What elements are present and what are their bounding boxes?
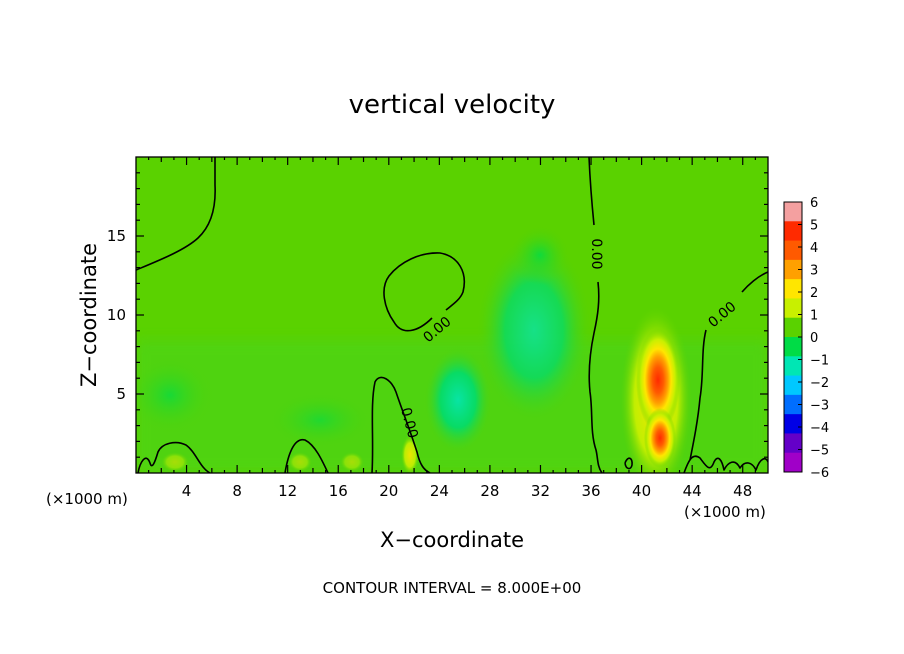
x-tick-label: 12 [278, 482, 297, 500]
contour-vertical-36 [588, 157, 603, 473]
x-tick-label: 48 [733, 482, 752, 500]
colorbar: 6 5 4 3 2 1 0 −1 −2 −3 −4 −5 −6 [783, 196, 829, 481]
downdraft-far-left [136, 355, 215, 435]
colorbar-swatch [784, 279, 802, 299]
x-tick-label: 28 [480, 482, 499, 500]
colorbar-label: 6 [810, 196, 818, 211]
colorbar-swatch [784, 240, 802, 261]
x-unit-right: (×1000 m) [684, 503, 766, 521]
colorbar-label: 3 [810, 264, 818, 279]
surface-spot-22 [401, 435, 419, 473]
colorbar-label: 0 [810, 331, 818, 346]
contour-surface-12 [284, 439, 329, 473]
contour-right [689, 271, 768, 461]
y-tick-label: 10 [107, 306, 126, 324]
x-tick-label: 36 [581, 482, 600, 500]
x-tick-label: 24 [430, 482, 449, 500]
colorbar-label: −6 [810, 466, 829, 481]
x-axis-label: X−coordinate [380, 528, 524, 552]
colorbar-swatch [784, 298, 802, 319]
surface-spot-3 [161, 452, 189, 472]
colorbar-label: −4 [810, 421, 829, 436]
y-tick-label: 5 [116, 385, 126, 403]
contour-closed-loop [383, 252, 465, 332]
x-axis-ticks: 4 8 12 16 20 24 28 32 36 40 44 48 [148, 157, 756, 500]
colorbar-swatch [784, 452, 802, 473]
contour-left-surface [137, 441, 211, 473]
colorbar-label: −3 [810, 399, 829, 414]
contour-interval-note: CONTOUR INTERVAL = 8.000E+00 [323, 579, 582, 597]
y-tick-label: 15 [107, 227, 126, 245]
downdraft-center [265, 390, 375, 450]
updraft-core [636, 328, 680, 432]
colorbar-label: 2 [810, 286, 818, 301]
surface-spot-13 [288, 452, 312, 472]
colorbar-swatch [784, 221, 802, 242]
updraft-lower [644, 408, 676, 468]
colorbar-swatch [784, 375, 802, 396]
colorbar-swatch [784, 414, 802, 434]
x-unit-left: (×1000 m) [46, 490, 128, 508]
x-tick-label: 4 [182, 482, 192, 500]
x-tick-label: 8 [232, 482, 242, 500]
colorbar-label: 1 [810, 309, 818, 324]
colorbar-label: 4 [810, 241, 818, 256]
downdraft-mid [476, 235, 592, 425]
colorbar-swatch [784, 202, 802, 222]
downdraft-left [423, 345, 493, 455]
x-tick-label: 32 [531, 482, 550, 500]
colorbar-swatch [784, 317, 802, 338]
contour-surface-right [683, 455, 768, 473]
colorbar-label: 5 [810, 219, 818, 234]
colorbar-swatch [784, 337, 802, 357]
contour-label-20: 0.00 [397, 406, 421, 440]
colorbar-swatch [784, 433, 802, 454]
plot-area: 0.00 0.00 0.00 0.00 [136, 157, 768, 473]
x-tick-label: 40 [632, 482, 651, 500]
y-axis-ticks: 5 10 15 [107, 172, 768, 458]
surface-spot-17 [340, 452, 364, 472]
x-tick-label: 16 [329, 482, 348, 500]
colorbar-swatch [784, 356, 802, 377]
colorbar-label: −1 [810, 354, 829, 369]
contour-surface-20 [371, 376, 431, 473]
x-tick-label: 44 [683, 482, 702, 500]
contour-label-36: 0.00 [588, 238, 604, 269]
contour-upper-left [136, 157, 216, 271]
zero-contours [136, 157, 768, 473]
colorbar-swatch [784, 394, 802, 415]
x-tick-label: 20 [379, 482, 398, 500]
y-axis-label: Z−coordinate [77, 243, 101, 387]
contour-small-40 [624, 457, 633, 470]
colorbar-swatch [784, 259, 802, 280]
downdraft-upper [510, 225, 570, 285]
colorbar-label: −5 [810, 444, 829, 459]
chart-title: vertical velocity [349, 90, 556, 120]
colorbar-label: −2 [810, 376, 829, 391]
